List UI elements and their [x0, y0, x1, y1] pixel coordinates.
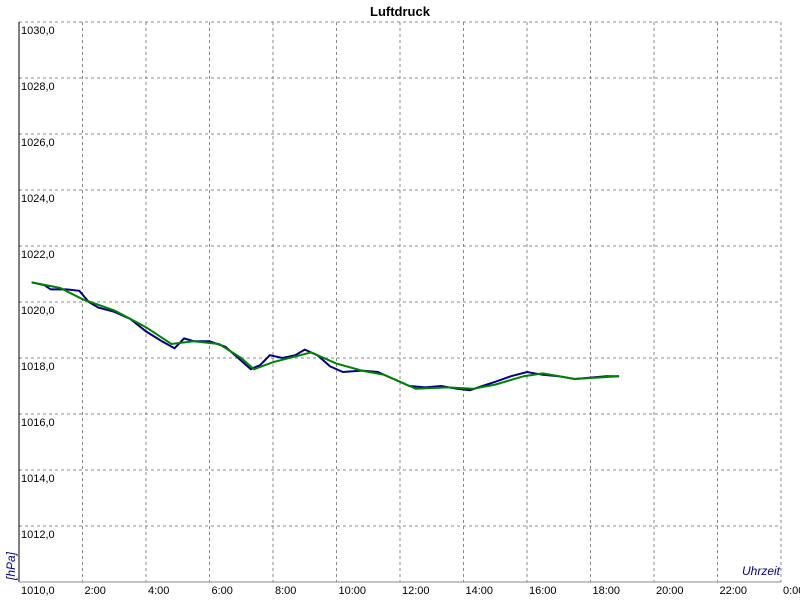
x-tick-label: 2:00 [85, 585, 106, 597]
x-tick-label: 12:00 [402, 585, 430, 597]
x-tick-label: 20:00 [656, 585, 684, 597]
x-tick-label: 18:00 [593, 585, 621, 597]
data-line [31, 281, 620, 390]
y-tick-label: 1020,0 [21, 305, 55, 317]
y-tick-label: 1014,0 [21, 473, 55, 485]
x-tick-label: 0:00 [783, 585, 800, 597]
y-tick-label: 1018,0 [21, 361, 55, 373]
data-line [31, 281, 620, 392]
y-tick-label: 1022,0 [21, 249, 55, 261]
y-axis-label: [hPa] [4, 551, 18, 581]
y-tick-label: 1030,0 [21, 25, 55, 37]
x-tick-label: 22:00 [720, 585, 748, 597]
chart-title: Luftdruck [370, 4, 431, 19]
x-axis-label: Uhrzeit [742, 564, 781, 578]
x-tick-label: 6:00 [212, 585, 233, 597]
y-tick-label: 1028,0 [21, 81, 55, 93]
x-tick-label: 16:00 [529, 585, 557, 597]
x-tick-label: 4:00 [148, 585, 169, 597]
x-tick-label: 8:00 [275, 585, 296, 597]
x-tick-label: 10:00 [339, 585, 367, 597]
x-tick-label: 14:00 [466, 585, 494, 597]
y-tick-label: 1010,0 [21, 585, 55, 597]
y-tick-label: 1026,0 [21, 137, 55, 149]
y-tick-label: 1024,0 [21, 193, 55, 205]
y-tick-label: 1016,0 [21, 417, 55, 429]
y-tick-label: 1012,0 [21, 529, 55, 541]
